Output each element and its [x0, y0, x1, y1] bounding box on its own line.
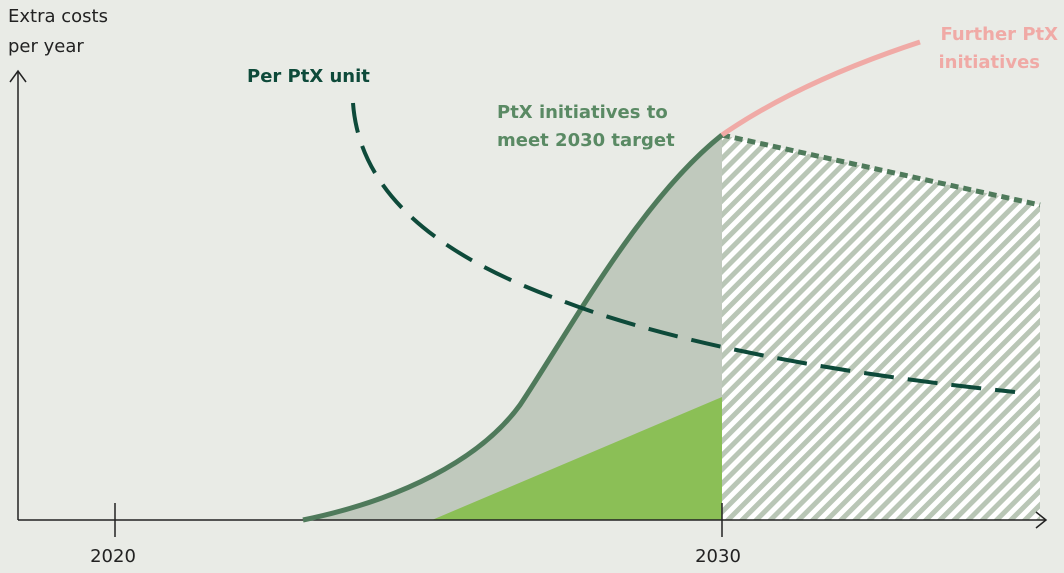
- target-curve: [302, 133, 724, 523]
- green-triangle: [432, 397, 722, 520]
- annotation: Per PtX unit: [247, 66, 370, 87]
- grey-area: [303, 135, 722, 520]
- hatched-area: [722, 135, 1040, 520]
- y-axis-label: Extra costs: [8, 6, 108, 27]
- annotation: initiatives: [938, 52, 1040, 73]
- x-tick-label: 2030: [695, 546, 741, 567]
- further-curve: [720, 39, 921, 138]
- annotation: meet 2030 target: [497, 130, 675, 151]
- x-tick-label: 2020: [90, 546, 136, 567]
- y-arrow: [9, 69, 27, 83]
- x-arrow: [1035, 511, 1048, 529]
- annotation: Further PtX: [940, 24, 1058, 45]
- unit-cost-curve: [351, 102, 1016, 394]
- dotted-line: [721, 132, 1041, 208]
- annotation: PtX initiatives to: [497, 102, 668, 123]
- y-axis-label: per year: [8, 36, 84, 57]
